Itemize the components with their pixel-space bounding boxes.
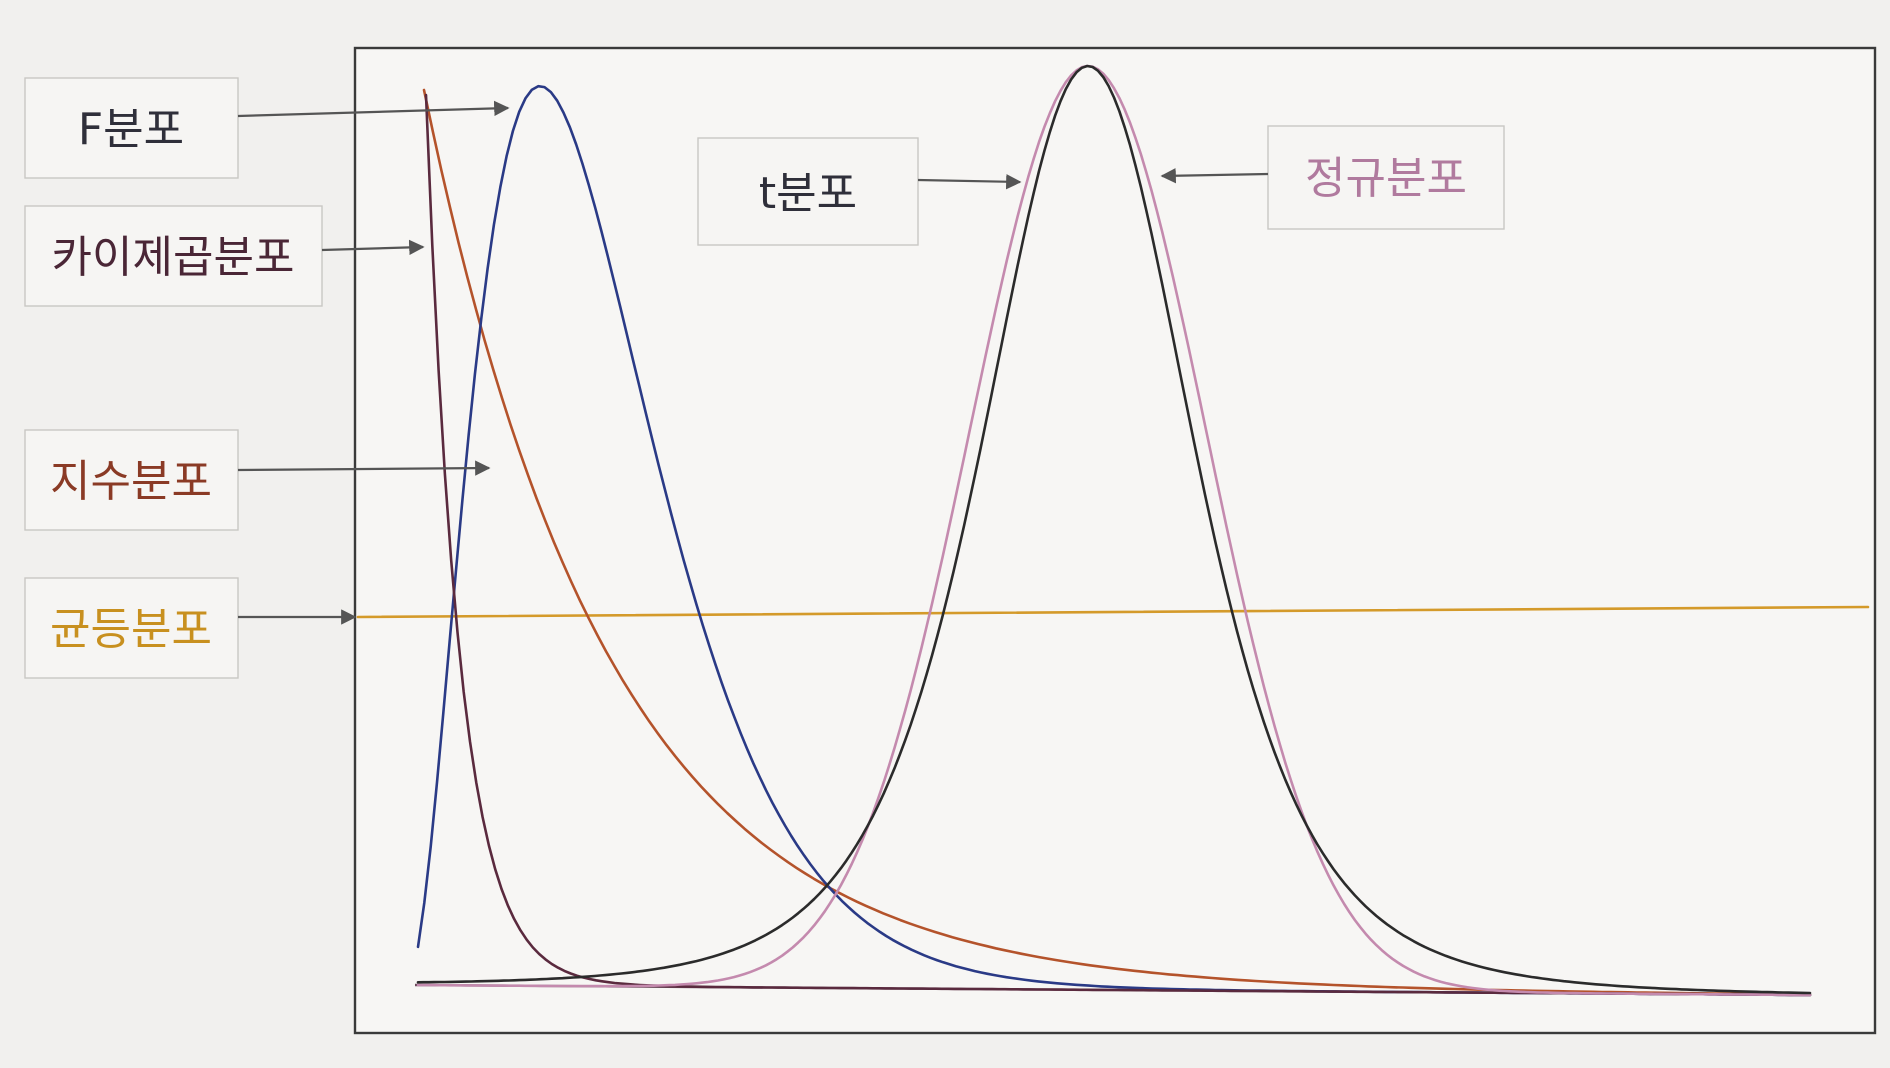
normal-curve [416,64,1812,997]
leader-exponential [237,460,491,476]
label-normal: 정규분포 [1267,125,1505,230]
leader-normal [1160,168,1269,184]
leader-t [917,174,1022,190]
plot-frame [353,46,1877,1035]
label-uniform: 균등분포 [24,577,239,679]
leader-f [237,100,510,118]
t-curve [416,64,1812,995]
label-chi-square-text: 카이제곱분포 [52,232,295,283]
label-chi-square: 카이제곱분포 [24,205,323,307]
label-f-text: F분포 [78,104,184,155]
label-t-text: t분포 [759,168,857,219]
exponential-curve [422,88,1812,996]
label-f: F분포 [24,77,239,179]
label-normal-text: 정규분포 [1305,153,1467,204]
label-uniform-text: 균등분포 [50,604,212,655]
label-t: t분포 [697,137,919,246]
uniform-curve [356,605,1870,619]
label-exponential: 지수분포 [24,429,239,531]
leader-chi-square [321,239,425,256]
label-exponential-text: 지수분포 [50,456,212,507]
